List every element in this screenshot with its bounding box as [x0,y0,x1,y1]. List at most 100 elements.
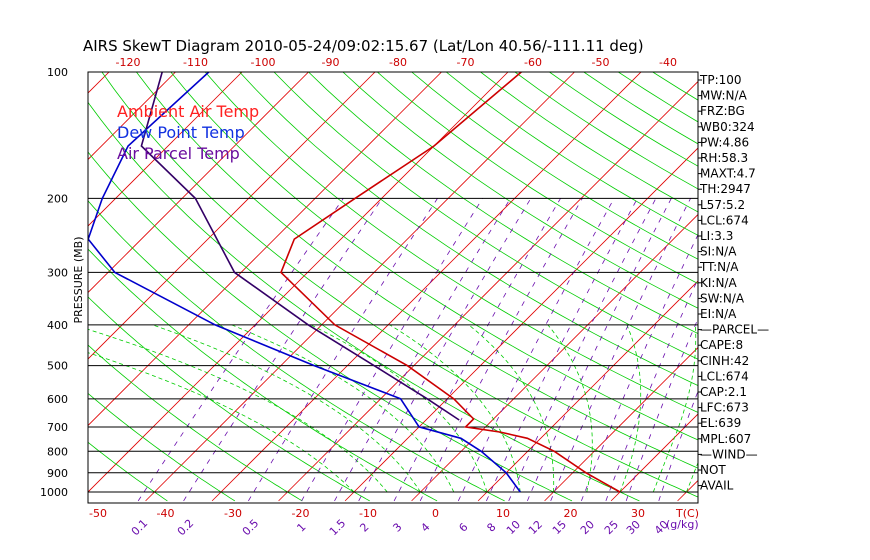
dry-adiabat-line [342,72,698,309]
isotherm-line [88,72,310,294]
dry-adiabat-line [88,248,438,502]
isotherm-line [278,80,698,502]
dry-adiabat-line [307,72,698,334]
profile-lines [88,72,621,493]
legend-entry: Ambient Air Temp [117,102,259,121]
pressure-tick-label: 800 [47,445,68,458]
pressure-tick-label: 100 [47,66,68,79]
bottom-temp-tick-label: -40 [157,507,175,520]
mixing-ratio-tick-label: 0.1 [129,517,151,539]
mixing-ratio-tick-label: 3 [390,520,404,534]
mixing-ratio-tick-label: 1.5 [327,517,349,539]
isotherm-line [88,72,177,161]
dry-adiabat-line [376,72,698,285]
top-temp-tick-label: -70 [457,56,475,69]
index-label: LFC:673 [700,401,749,415]
index-label: CAPE:8 [700,338,743,352]
mixing-ratio-tick-label: 6 [456,520,470,534]
index-label: MPL:607 [700,432,751,446]
top-temp-tick-label: -120 [116,56,141,69]
pressure-tick-label: 500 [47,360,68,373]
isotherm-line [88,72,443,427]
top-temp-tick-label: -110 [183,56,208,69]
mixing-ratio-line [183,198,383,502]
isotherm-line [344,147,698,502]
isotherm-line [211,72,642,502]
top-temp-tick-label: -90 [322,56,340,69]
mixing-ratio-line [550,198,691,502]
index-label: CINH:42 [700,354,749,368]
mixing-ratio-tick-label: 8 [484,520,498,534]
mixing-ratio-line [358,198,532,502]
y-axis-label: PRESSURE (MB) [72,237,85,324]
index-label: NOT [700,463,726,477]
mixing-ratio-line [508,198,657,502]
dry-adiabat-line [88,441,168,502]
top-temp-tick-label: -80 [389,56,407,69]
isotherm-line [744,53,870,501]
dry-adiabat-line [88,296,370,502]
index-label: SW:N/A [700,291,745,305]
index-label: MW:N/A [700,89,748,103]
mixing-ratio-line [658,390,698,502]
bottom-temp-tick-label: -20 [292,507,310,520]
index-label: LCL:674 [700,369,749,383]
mixing-ratio-line [605,277,698,502]
mixing-ratio-tick-label: 30 [624,518,643,537]
index-label: WB0:324 [700,120,755,134]
bottom-temp-tick-label: 10 [496,507,510,520]
index-label: FRZ:BG [700,104,745,118]
bottom-temp-tick-label: 20 [564,507,578,520]
mixing-ratio-tick-label: 15 [550,518,569,537]
grid-lines [88,53,870,502]
index-label: —PARCEL— [700,323,769,337]
mixing-ratio-line [625,317,698,502]
bottom-temp-tick-label: -50 [89,507,107,520]
mixing-ratio-tick-label: 25 [602,518,621,537]
pressure-tick-label: 300 [47,266,68,279]
top-temp-tick-label: -100 [251,56,276,69]
index-label: TH:2947 [699,182,751,196]
mixing-ratio-line [527,198,672,502]
dry-adiabat-line [273,72,698,360]
index-label: L57:5.2 [700,198,745,212]
mixing-ratio-tick-label: 0.5 [240,517,262,539]
mixing-ratio-line [137,198,344,502]
moist-adiabat-line [389,324,521,493]
moist-adiabat-line [310,324,488,493]
mixing-ratio-tick-label: 10 [504,518,523,537]
mixing-ratio-line [301,198,483,502]
x-axis-label: T(C) [675,507,699,520]
pressure-tick-label: 200 [47,192,68,205]
index-label: TT:N/A [699,260,739,274]
index-label: TP:100 [699,73,742,87]
isotherm-line [88,72,376,360]
pressure-tick-label: 1000 [40,486,68,499]
profile-line-2 [140,72,460,421]
dry-adiabat-line [411,72,698,260]
isotherm-line [811,53,870,501]
isotherm-line [88,72,509,493]
isotherm-line [145,72,576,502]
index-label: LI:3.3 [700,229,733,243]
isotherm-line [88,72,243,227]
index-label: PW:4.86 [700,135,749,149]
index-label: MAXT:4.7 [700,167,756,181]
dry-adiabat-line [88,200,505,502]
index-label: KI:N/A [700,276,737,290]
mixing-ratio-line [393,198,561,502]
top-temp-tick-label: -40 [659,56,677,69]
mixing-ratio-line [419,198,583,502]
dry-adiabat-line [88,344,303,502]
chart-title: AIRS SkewT Diagram 2010-05-24/09:02:15.6… [83,37,644,55]
pressure-tick-label: 600 [47,393,68,406]
dry-adiabat-line [135,72,698,469]
bottom-temp-tick-label: -30 [224,507,242,520]
isotherm-line [544,346,698,502]
moist-adiabat-line [231,324,455,493]
moist-adiabat-line [468,324,555,493]
dry-adiabat-line [445,72,698,236]
dry-adiabat-line [548,72,698,167]
